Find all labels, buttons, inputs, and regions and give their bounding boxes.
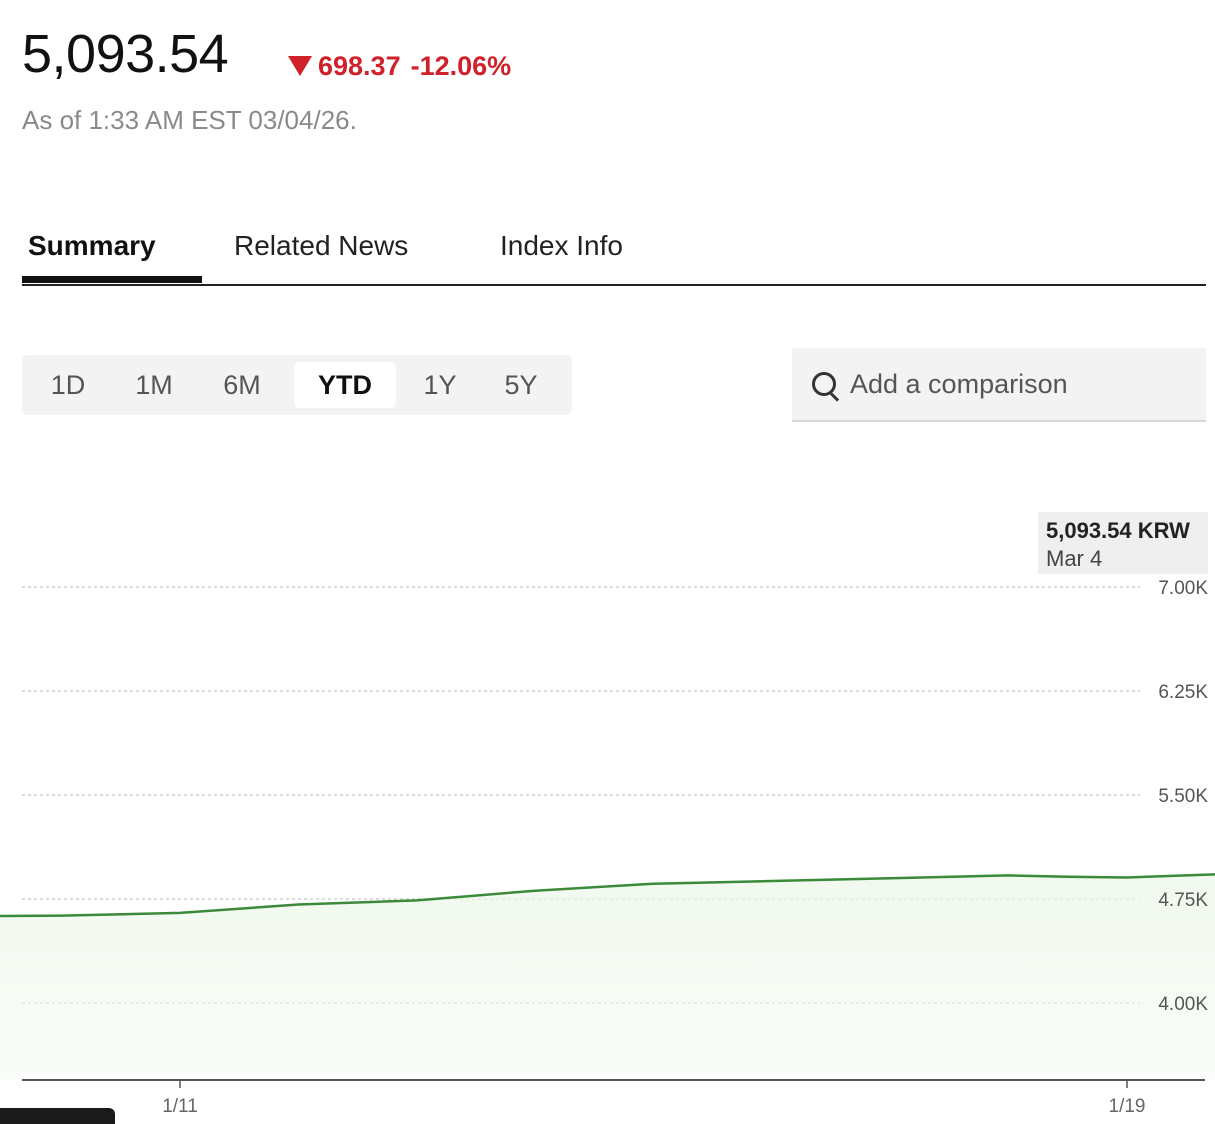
- range-1y[interactable]: 1Y: [423, 370, 457, 400]
- range-5y[interactable]: 5Y: [504, 370, 538, 400]
- tab-related-news[interactable]: Related News: [234, 230, 409, 261]
- change-value: 698.37: [318, 51, 401, 81]
- bottom-overlay: [0, 1108, 115, 1124]
- price-area-fill: [0, 874, 1215, 1080]
- y-tick-label: 4.75K: [1158, 890, 1208, 911]
- range-ytd[interactable]: YTD: [294, 362, 396, 408]
- tab-bar: Summary Related News Index Info: [22, 222, 1206, 286]
- comparison-input[interactable]: [850, 364, 1190, 404]
- range-1m[interactable]: 1M: [135, 370, 173, 400]
- price-chart[interactable]: 1/111/191/282/62/142/233/4 7.00K6.25K5.5…: [0, 500, 1215, 1120]
- chart-tooltip: 5,093.54 KRW Mar 4: [1038, 512, 1208, 574]
- y-tick-label: 6.25K: [1158, 682, 1208, 703]
- price-change: 698.37 -12.06%: [288, 46, 511, 86]
- index-price: 5,093.54: [22, 24, 229, 84]
- tab-index-info[interactable]: Index Info: [500, 230, 623, 261]
- comparison-search[interactable]: [792, 348, 1206, 422]
- y-tick-label: 7.00K: [1158, 578, 1208, 599]
- tooltip-value: 5,093.54 KRW: [1046, 518, 1190, 543]
- price-line: [0, 873, 1215, 918]
- range-6m[interactable]: 6M: [223, 370, 261, 400]
- y-tick-label: 5.50K: [1158, 786, 1208, 807]
- range-selector: 1D 1M 6M YTD 1Y 5Y: [22, 355, 572, 415]
- x-tick-label: 1/19: [1109, 1096, 1146, 1117]
- x-tick-label: 1/11: [162, 1096, 198, 1117]
- tooltip-date: Mar 4: [1046, 546, 1103, 571]
- active-tab-indicator: [22, 276, 202, 283]
- search-icon: [812, 372, 836, 396]
- y-tick-label: 4.00K: [1158, 994, 1208, 1015]
- down-triangle-icon: [288, 56, 312, 76]
- tab-summary[interactable]: Summary: [28, 230, 156, 261]
- change-percent: -12.06%: [410, 51, 512, 81]
- as-of-timestamp: As of 1:33 AM EST 03/04/26.: [22, 105, 357, 135]
- range-1d[interactable]: 1D: [50, 370, 86, 400]
